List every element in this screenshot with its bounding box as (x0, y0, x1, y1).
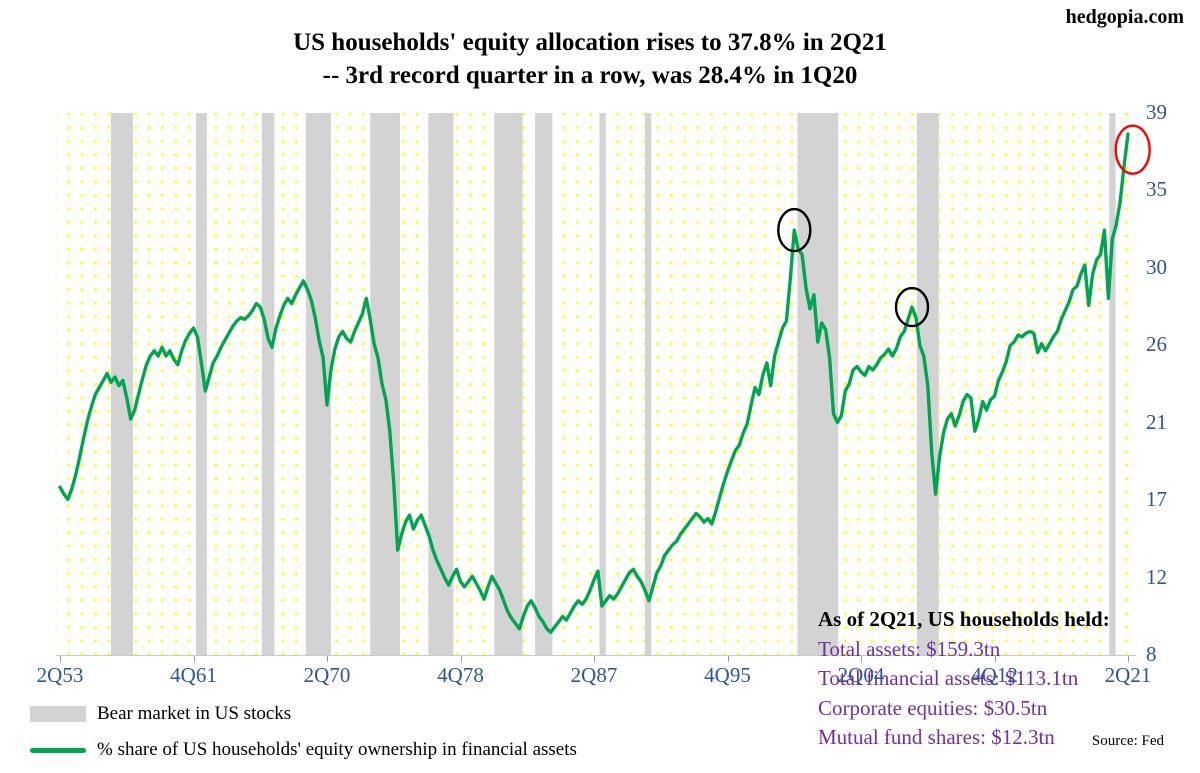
chart-title: US households' equity allocation rises t… (0, 26, 1180, 92)
x-tick-label: 2Q53 (36, 663, 84, 687)
bear-market-band (645, 113, 652, 655)
bear-market-band (535, 113, 553, 655)
x-tick-mark (193, 656, 195, 662)
bear-market-band (195, 113, 207, 655)
bear-market-band (599, 113, 606, 655)
x-tick-mark (994, 656, 996, 662)
note-line: Corporate equities: $30.5tn (818, 695, 1048, 720)
x-tick-label: 4Q12 (971, 663, 1018, 687)
y-tick-label: 30 (1146, 254, 1167, 279)
y-tick-label: 21 (1146, 409, 1167, 434)
annotation-note: As of 2Q21, US households held: Total as… (818, 605, 1110, 753)
legend-series-label: % share of US households' equity ownersh… (97, 739, 577, 760)
record-circle-2q21 (1114, 124, 1151, 175)
bear-market-band (428, 113, 454, 655)
chart-title-line2: -- 3rd record quarter in a row, was 28.4… (322, 62, 858, 89)
bear-market-band (1109, 113, 1116, 655)
x-tick-mark (327, 656, 328, 662)
peak-circle-2000 (777, 207, 812, 253)
y-tick-label: 17 (1146, 487, 1167, 512)
equity-line-swatch (30, 747, 86, 753)
y-tick-label: 26 (1146, 332, 1167, 357)
source-note: Source: Fed (1091, 733, 1164, 749)
legend: Bear market in US stocks % share of US h… (30, 701, 577, 773)
x-tick-mark (594, 656, 595, 662)
note-heading: As of 2Q21, US households held: (818, 607, 1110, 631)
y-tick-label: 39 (1146, 100, 1167, 124)
bear-market-band (494, 113, 523, 655)
note-line: Total financial assets: $113.1tn (818, 666, 1079, 690)
legend-item-series: % share of US households' equity ownersh… (30, 737, 577, 763)
x-tick-label: 2Q87 (570, 663, 618, 687)
bear-market-swatch (30, 706, 86, 722)
peak-circle-2007 (894, 286, 930, 328)
y-tick-label: 12 (1146, 564, 1167, 589)
bear-market-band (305, 113, 331, 655)
x-tick-mark (460, 656, 462, 662)
legend-bear-label: Bear market in US stocks (97, 703, 292, 724)
bear-market-band (370, 113, 400, 655)
x-tick-label: 4Q95 (704, 663, 751, 687)
legend-item-bear: Bear market in US stocks (30, 701, 577, 727)
x-tick-label: 4Q78 (437, 663, 484, 687)
chart-title-line1: US households' equity allocation rises t… (293, 29, 887, 56)
note-line: Mutual fund shares: $12.3tn (818, 725, 1055, 749)
x-tick-label: 2Q04 (837, 663, 885, 687)
x-tick-mark (60, 656, 61, 662)
x-tick-mark (727, 656, 729, 662)
x-tick-label: 4Q61 (170, 663, 217, 687)
equity-share-line (58, 132, 1130, 634)
bear-market-band (261, 113, 275, 655)
chart-canvas (58, 113, 1151, 655)
note-line: Total assets: $159.3tn (818, 636, 1001, 661)
y-tick-label: 35 (1146, 177, 1167, 202)
x-tick-label: 2Q70 (303, 663, 351, 687)
plot-area: As of 2Q21, US households held: Total as… (56, 113, 1151, 749)
x-tick-mark (1128, 656, 1129, 662)
x-tick-mark (861, 656, 862, 662)
x-tick-label: 2Q21 (1104, 663, 1152, 687)
y-tick-label: 8 (1146, 642, 1157, 666)
watermark: hedgopia.com (1065, 6, 1184, 28)
